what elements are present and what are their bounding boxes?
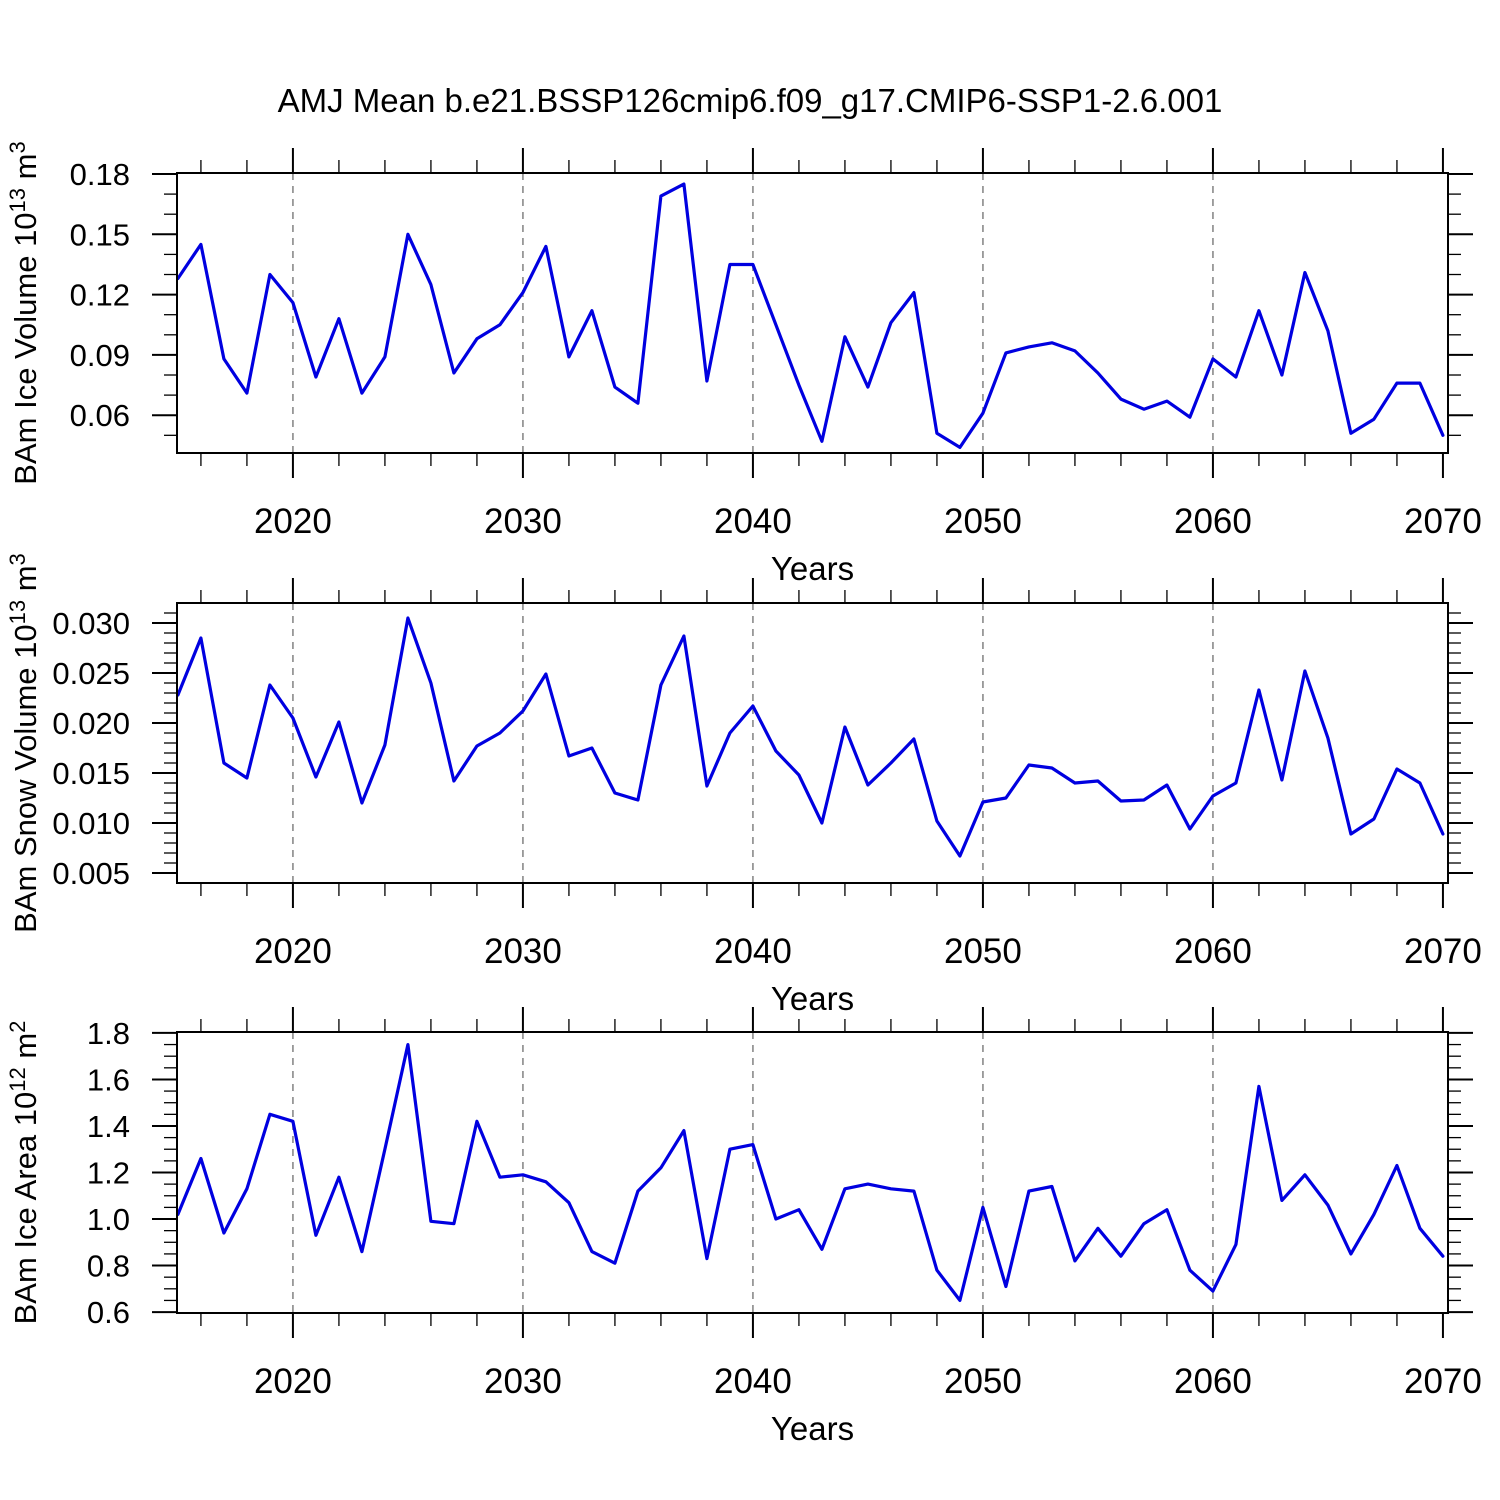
y-tick-label: 0.12 xyxy=(70,278,130,313)
y-tick-label: 0.030 xyxy=(52,606,130,641)
chart-title: AMJ Mean b.e21.BSSP126cmip6.f09_g17.CMIP… xyxy=(278,82,1223,119)
plot-frame xyxy=(176,172,1449,454)
y-tick-label: 0.15 xyxy=(70,217,130,252)
panel-ice-volume: 2020 2030 2040 2050 2060 2070 Years 0.06 0.09 0.1… xyxy=(5,141,1482,587)
x-tick-label: 2030 xyxy=(484,932,562,971)
y-tick-label: 0.020 xyxy=(52,706,130,741)
x-tick-label: 2060 xyxy=(1174,502,1252,541)
axis-ticks xyxy=(152,148,1473,478)
x-tick-label: 2020 xyxy=(254,1362,332,1401)
y-tick-label: 0.8 xyxy=(87,1249,130,1284)
y-tick-label: 0.6 xyxy=(87,1295,130,1330)
y-tick-label: 0.005 xyxy=(52,856,130,891)
y-tick-label: 0.025 xyxy=(52,656,130,691)
x-axis-title: Years xyxy=(771,550,854,587)
y-tick-label: 1.0 xyxy=(87,1202,130,1237)
x-tick-label: 2070 xyxy=(1404,1362,1482,1401)
y-tick-label: 0.06 xyxy=(70,398,130,433)
y-axis-title: BAm Ice Area 1012 m2 xyxy=(5,1021,43,1325)
series-line-bam-snow-volume xyxy=(176,616,1445,858)
y-tick-label: 0.015 xyxy=(52,756,130,791)
panel-ice-area: 2020 2030 2040 2050 2060 2070 Years 0.6 0.8 1.0 1.… xyxy=(5,1007,1482,1447)
x-tick-label: 2040 xyxy=(714,502,792,541)
x-tick-label: 2050 xyxy=(944,1362,1022,1401)
x-tick-label: 2070 xyxy=(1404,932,1482,971)
y-axis-title: BAm Ice Volume 1013 m3 xyxy=(5,141,43,484)
x-tick-label: 2040 xyxy=(714,932,792,971)
x-axis-title: Years xyxy=(771,1410,854,1447)
panel-snow-volume: 2020 2030 2040 2050 2060 2070 Years 0.005 0.010 0… xyxy=(5,553,1482,1017)
x-tick-label: 2020 xyxy=(254,502,332,541)
x-tick-label: 2060 xyxy=(1174,932,1252,971)
series-line-bam-ice-volume xyxy=(176,182,1445,449)
y-tick-label: 1.6 xyxy=(87,1062,130,1097)
x-tick-label: 2050 xyxy=(944,932,1022,971)
y-tick-label: 0.18 xyxy=(70,157,130,192)
axis-ticks xyxy=(152,578,1473,908)
y-tick-label: 1.8 xyxy=(87,1016,130,1051)
x-tick-label: 2070 xyxy=(1404,502,1482,541)
plot-frame xyxy=(176,1031,1449,1314)
x-tick-label: 2060 xyxy=(1174,1362,1252,1401)
y-tick-label: 1.2 xyxy=(87,1156,130,1191)
x-tick-label: 2030 xyxy=(484,502,562,541)
y-tick-label: 0.010 xyxy=(52,806,130,841)
y-tick-label: 0.09 xyxy=(70,338,130,373)
axis-ticks xyxy=(152,1007,1473,1338)
x-tick-label: 2020 xyxy=(254,932,332,971)
x-tick-label: 2050 xyxy=(944,502,1022,541)
x-tick-label: 2040 xyxy=(714,1362,792,1401)
x-axis-title: Years xyxy=(771,980,854,1017)
plot-frame xyxy=(176,602,1449,884)
y-tick-label: 1.4 xyxy=(87,1109,130,1144)
x-tick-label: 2030 xyxy=(484,1362,562,1401)
y-axis-title: BAm Snow Volume 1013 m3 xyxy=(5,553,43,933)
series-line-bam-ice-area xyxy=(176,1043,1445,1302)
